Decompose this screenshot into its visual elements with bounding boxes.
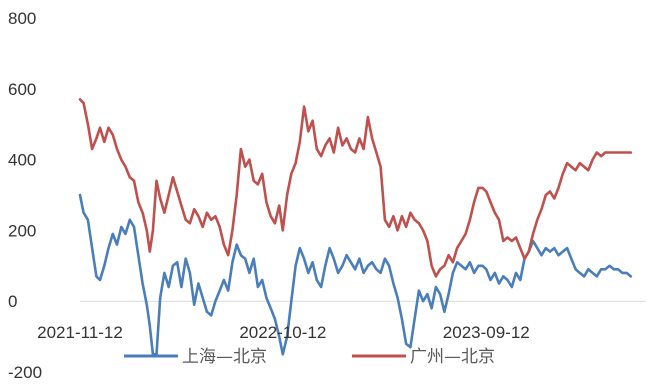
x-tick-label: 2021-11-12 (37, 323, 123, 342)
y-axis-ticks: 800 600 400 200 0 -200 (8, 9, 42, 382)
legend-label-2: 广州—北京 (410, 347, 495, 367)
legend: 上海—北京 广州—北京 (124, 347, 495, 367)
y-tick-label: 800 (8, 9, 36, 28)
y-tick-label: 0 (8, 292, 17, 311)
y-tick-label: 400 (8, 151, 36, 170)
x-tick-label: 2022-10-12 (239, 323, 326, 342)
series-lines (78, 98, 633, 356)
y-tick-label: 200 (8, 221, 36, 240)
x-tick-label: 2023-09-12 (443, 323, 530, 342)
y-tick-label: -200 (8, 363, 42, 382)
y-tick-label: 600 (8, 80, 36, 99)
legend-label-1: 上海—北京 (182, 347, 267, 367)
x-axis-ticks: 2021-11-12 2022-10-12 2023-09-12 (37, 323, 530, 342)
series-line-2 (78, 98, 633, 278)
series-line-1 (78, 193, 633, 356)
